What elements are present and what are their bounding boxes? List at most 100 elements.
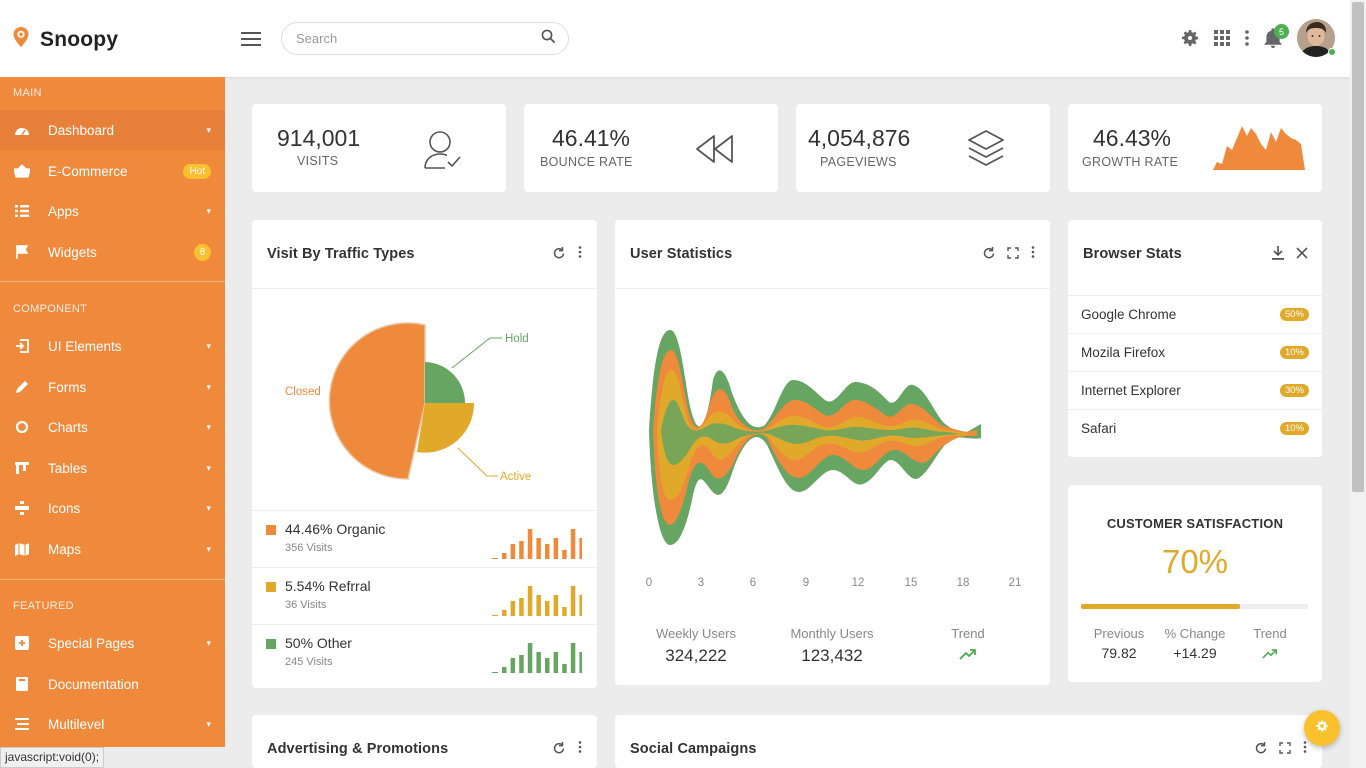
user-avatar[interactable]: [1297, 19, 1335, 57]
flag-icon: [14, 244, 30, 260]
sidebar-item-special-pages[interactable]: Special Pages ▾: [0, 623, 225, 663]
user-stats-streamgraph: [649, 330, 981, 545]
more-vertical-icon[interactable]: [1025, 244, 1041, 260]
sidebar-item-charts[interactable]: Charts ▾: [0, 407, 225, 447]
sparkline-bar: [562, 607, 567, 616]
sparkline-bar: [545, 658, 550, 673]
satisfaction-progress-track: [1081, 604, 1308, 609]
browser-stats-title: Browser Stats: [1083, 246, 1182, 262]
social-campaigns-card: Social Campaigns: [615, 715, 1322, 768]
traffic-legend-row-referral: 5.54% Refrral 36 Visits: [252, 567, 597, 624]
previous-value: 79.82: [1101, 645, 1137, 661]
previous-label: Previous: [1093, 626, 1145, 641]
change-value: +14.29: [1173, 645, 1217, 661]
weekly-users-value: 324,222: [665, 646, 727, 665]
apps-grid-icon[interactable]: [1211, 27, 1233, 49]
more-vertical-icon[interactable]: [1297, 739, 1313, 755]
more-vertical-icon[interactable]: [1236, 27, 1258, 49]
refresh-icon[interactable]: [551, 245, 567, 261]
brand-name: Snoopy: [40, 27, 119, 51]
refresh-icon[interactable]: [551, 740, 567, 756]
sparkline-bar: [570, 529, 576, 559]
browser-pct-badge: 30%: [1279, 384, 1309, 397]
layers-icon: [967, 129, 1005, 172]
ui-elements-icon: [14, 338, 30, 354]
sidebar-item-maps[interactable]: Maps ▾: [0, 529, 225, 569]
legend-title: 5.54% Refrral: [285, 578, 371, 594]
sidebar-item-label: Apps: [48, 203, 79, 219]
sparkline-bar: [570, 643, 576, 673]
trending-up-icon: [959, 647, 977, 665]
search-input[interactable]: [296, 31, 541, 46]
pin-logo-icon: [12, 26, 30, 53]
sidebar-item-ui-elements[interactable]: UI Elements ▾: [0, 326, 225, 366]
sparkline-baseline: [492, 615, 498, 616]
sparkline-bar: [562, 664, 567, 673]
brand-logo[interactable]: Snoopy: [12, 26, 118, 53]
map-icon: [14, 541, 30, 557]
sidebar-item-label: Icons: [48, 500, 81, 516]
sparkline-bar: [536, 538, 541, 559]
sidebar-item-dashboard[interactable]: Dashboard ▾: [0, 110, 225, 150]
x-tick-label: 0: [645, 577, 653, 589]
user-check-icon: [423, 128, 463, 175]
browser-pct-badge: 50%: [1279, 308, 1309, 321]
pageviews-stat-card: 4,054,876 PAGEVIEWS: [796, 104, 1050, 192]
sidebar-item-apps[interactable]: Apps ▾: [0, 191, 225, 231]
chevron-down-icon: ▾: [206, 502, 211, 513]
bounce-rate-label: BOUNCE RATE: [540, 155, 633, 169]
chevron-down-icon: ▾: [206, 718, 211, 729]
sidebar-item-label: Widgets: [48, 244, 97, 260]
download-icon[interactable]: [1270, 245, 1286, 261]
legend-subtitle: 36 Visits: [285, 599, 327, 611]
special-pages-icon: [14, 635, 30, 651]
more-vertical-icon[interactable]: [572, 739, 588, 755]
sidebar-item-icons[interactable]: Icons ▾: [0, 488, 225, 528]
social-campaigns-title: Social Campaigns: [630, 741, 757, 757]
multilevel-icon: [14, 716, 30, 732]
pie-label-hold: Hold: [505, 333, 529, 345]
visits-stat-card: 914,001 VISITS: [252, 104, 506, 192]
growth-rate-label: GROWTH RATE: [1082, 155, 1179, 169]
sidebar-item-documentation[interactable]: Documentation: [0, 664, 225, 704]
menu-toggle-icon[interactable]: [241, 32, 261, 46]
sparkline-bar: [570, 586, 576, 616]
refresh-icon[interactable]: [981, 245, 997, 261]
sparkline-baseline: [492, 672, 498, 673]
sparkline-bar: [519, 541, 524, 559]
close-icon[interactable]: [1294, 245, 1310, 261]
settings-gear-icon[interactable]: [1179, 27, 1201, 49]
chevron-down-icon: ▾: [206, 637, 211, 648]
sidebar-item-forms[interactable]: Forms ▾: [0, 367, 225, 407]
browser-name: Google Chrome: [1081, 307, 1177, 322]
theme-settings-button[interactable]: [1304, 710, 1340, 746]
traffic-legend-row-organic: 44.46% Organic 356 Visits: [252, 510, 597, 567]
bounce-rate-stat-card: 46.41% BOUNCE RATE: [524, 104, 778, 192]
sidebar-item-multilevel[interactable]: Multilevel ▾: [0, 704, 225, 744]
icons-icon: [14, 500, 30, 516]
legend-swatch: [266, 525, 276, 535]
sidebar-item-tables[interactable]: Tables ▾: [0, 448, 225, 488]
scrollbar-thumb[interactable]: [1352, 2, 1364, 492]
legend-swatch: [266, 639, 276, 649]
sparkline-baseline: [492, 558, 498, 559]
book-icon: [14, 676, 30, 692]
sidebar-item-label: Forms: [48, 379, 87, 395]
chart-ring-icon: [14, 419, 30, 435]
more-vertical-icon[interactable]: [572, 244, 588, 260]
satisfaction-title: CUSTOMER SATISFACTION: [1106, 516, 1284, 531]
sidebar-item-ecommerce[interactable]: E-Commerce Hot: [0, 151, 225, 191]
sidebar-item-widgets[interactable]: Widgets 8: [0, 232, 225, 272]
browser-name: Safari: [1081, 421, 1117, 436]
chevron-down-icon: ▾: [206, 381, 211, 392]
search-icon[interactable]: [541, 29, 556, 49]
hot-badge: Hot: [183, 163, 211, 179]
legend-sparkline: [492, 643, 582, 673]
apps-list-icon: [14, 203, 30, 219]
fullscreen-icon[interactable]: [1005, 245, 1021, 261]
fullscreen-icon[interactable]: [1277, 740, 1293, 756]
pie-slice-closed: [328, 322, 426, 480]
sparkline-bar: [502, 610, 507, 616]
refresh-icon[interactable]: [1253, 740, 1269, 756]
advertising-card-title: Advertising & Promotions: [267, 741, 449, 757]
